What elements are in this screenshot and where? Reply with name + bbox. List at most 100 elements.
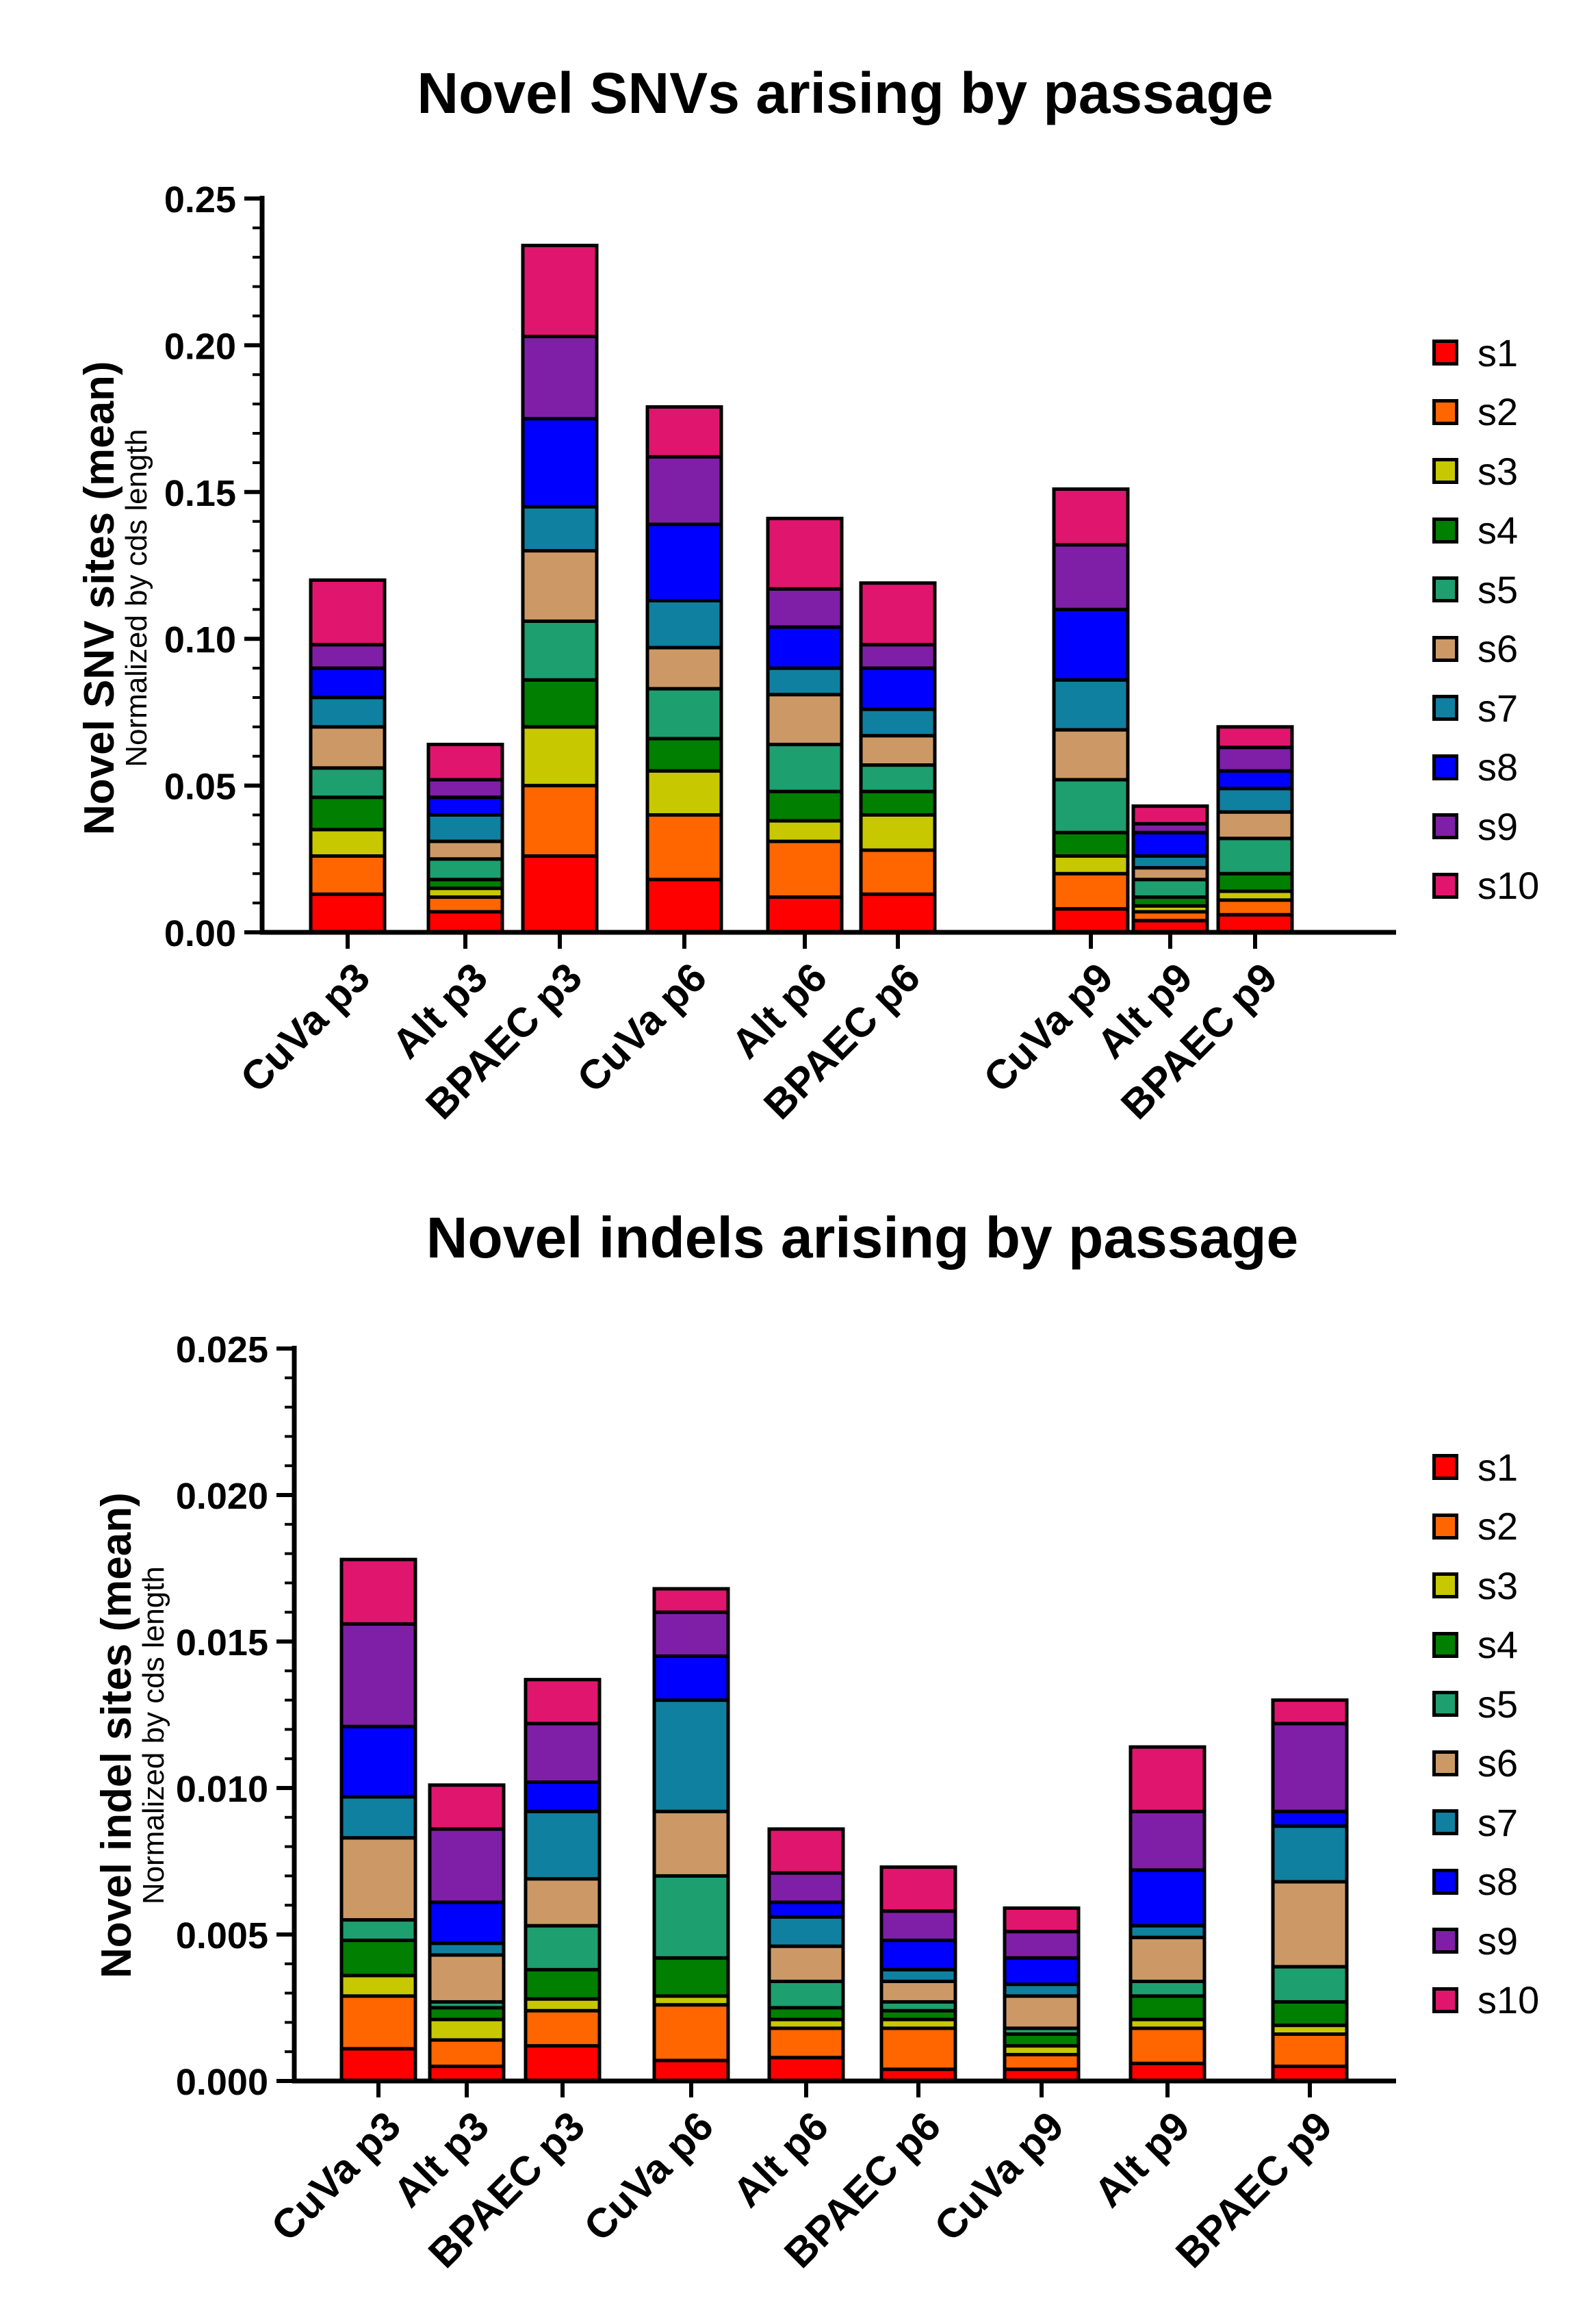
bar-segment-s6 <box>1216 810 1294 841</box>
legend-swatch <box>1432 1691 1458 1718</box>
bar-segment-s6 <box>1271 1880 1349 1969</box>
bar-segment-s2 <box>339 1994 417 2051</box>
bar-segment-s2 <box>767 2026 845 2060</box>
bar-segment-s7 <box>652 1698 730 1813</box>
legend-item-s7: s7 <box>1432 678 1539 738</box>
legend-swatch <box>1432 1987 1458 2013</box>
bar-segment-s1 <box>1128 2061 1207 2083</box>
bar-segment-s8 <box>524 1780 602 1813</box>
bar-segment-s3 <box>1052 854 1130 876</box>
legend-item-s9: s9 <box>1432 1911 1539 1971</box>
bar-segment-s4 <box>1003 2032 1081 2048</box>
legend-label: s4 <box>1478 1623 1519 1667</box>
legend-item-s10: s10 <box>1432 856 1539 916</box>
bar-segment-s5 <box>1128 1979 1207 1998</box>
legend-item-s1: s1 <box>1432 1438 1539 1497</box>
bar-segment-s2 <box>524 2008 602 2048</box>
bar-segment-s8 <box>652 1654 730 1702</box>
bar-segment-s2 <box>1128 2026 1207 2065</box>
bar-segment-s3 <box>766 819 844 843</box>
x-tick-label: BPAEC p9 <box>1167 2103 1341 2277</box>
bar-segment-s1 <box>309 892 387 934</box>
legend-label: s5 <box>1478 567 1519 611</box>
y-tick-label: 0.010 <box>176 1769 268 1810</box>
bar-segment-s5 <box>1216 837 1294 876</box>
chart-title: Novel indels arising by passage <box>426 1205 1299 1270</box>
legend-swatch <box>1432 398 1458 425</box>
bar-segment-s2 <box>1052 871 1130 911</box>
bar-segment-s9 <box>1216 745 1294 773</box>
bar-segment-s4 <box>524 1967 602 2001</box>
bar-segment-s6 <box>766 693 844 747</box>
chart-title: Novel SNVs arising by passage <box>417 61 1274 125</box>
y-tick-label: 0.05 <box>164 767 236 808</box>
y-tick-label: 0.10 <box>164 620 236 661</box>
legend-label: s3 <box>1478 1563 1519 1607</box>
bar-segment-s6 <box>309 725 387 770</box>
bar-segment-s2 <box>428 2038 506 2069</box>
x-tick-label: CuVa p3 <box>262 2103 409 2250</box>
bar-segment-s5 <box>524 1924 602 1971</box>
bar-segment-s5 <box>426 857 504 882</box>
bar-segment-s1 <box>524 2044 602 2083</box>
bar-segment-s8 <box>428 1900 506 1945</box>
bar-segment-s7 <box>1052 678 1130 732</box>
y-tick-label: 0.020 <box>176 1476 268 1517</box>
x-tick-label: CuVa p9 <box>925 2103 1072 2250</box>
bar-segment-s6 <box>524 1877 602 1928</box>
bar-segment-s8 <box>1271 1809 1349 1828</box>
bar-segment-s9 <box>652 1610 730 1658</box>
bar-segment-s4 <box>1216 871 1294 893</box>
bar-segment-s5 <box>859 763 937 793</box>
bar-segment-s8 <box>879 1939 957 1971</box>
legend-item-s1: s1 <box>1432 323 1539 383</box>
bar-segment-s7 <box>309 695 387 729</box>
legend-item-s9: s9 <box>1432 797 1539 856</box>
bar-segment-s4 <box>309 795 387 832</box>
bar-segment-s5 <box>1052 778 1130 834</box>
bar-segment-s2 <box>1271 2032 1349 2069</box>
bar-segment-s2 <box>1216 898 1294 917</box>
bar-segment-s4 <box>645 737 723 773</box>
y-tick-label: 0.20 <box>164 326 236 367</box>
bar-segment-s4 <box>428 2006 506 2021</box>
legend-label: s5 <box>1478 1682 1519 1726</box>
indel-chart-panel: Novel indels arising by passage Novel in… <box>0 1164 1574 2324</box>
bar-segment-s8 <box>309 666 387 700</box>
bar-segment-s6 <box>521 549 599 623</box>
bar-segment-s2 <box>309 854 387 896</box>
bar-segment-s3 <box>859 813 937 852</box>
bar-segment-s6 <box>645 646 723 691</box>
bar-segment-s8 <box>1052 607 1130 682</box>
bar-segment-s1 <box>1216 912 1294 934</box>
legend-item-s3: s3 <box>1432 442 1539 501</box>
bar-segment-s6 <box>339 1836 417 1922</box>
bar-segment-s7 <box>859 707 937 738</box>
bar-segment-s9 <box>521 335 599 421</box>
legend-swatch <box>1432 1750 1458 1776</box>
bar-segment-s3 <box>428 2017 506 2042</box>
bar-segment-s8 <box>1003 1956 1081 1987</box>
bar-segment-s1 <box>767 2056 845 2083</box>
bar-segment-s2 <box>645 813 723 882</box>
bar-segment-s7 <box>767 1915 845 1948</box>
bar-segment-s4 <box>1052 830 1130 858</box>
legend-swatch <box>1432 1513 1458 1540</box>
legend-label: s7 <box>1478 686 1519 730</box>
legend-item-s6: s6 <box>1432 1734 1539 1793</box>
bar-segment-s3 <box>309 828 387 858</box>
bar-segment-s6 <box>1052 728 1130 782</box>
bar-segment-s9 <box>339 1622 417 1728</box>
legend-label: s2 <box>1478 390 1519 434</box>
y-tick-label: 0.15 <box>164 473 236 514</box>
legend-swatch <box>1432 1868 1458 1895</box>
y-tick-label: 0.025 <box>176 1329 268 1370</box>
bar-segment-s2 <box>879 2026 957 2071</box>
bar-segment-s6 <box>1003 1994 1081 2030</box>
bar-segment-s4 <box>767 2006 845 2021</box>
bar-segment-s10 <box>1271 1698 1349 1726</box>
bar-segment-s7 <box>766 666 844 697</box>
bar-segment-s6 <box>652 1809 730 1878</box>
bar-segment-s9 <box>524 1722 602 1784</box>
legend-item-s10: s10 <box>1432 1971 1539 2030</box>
